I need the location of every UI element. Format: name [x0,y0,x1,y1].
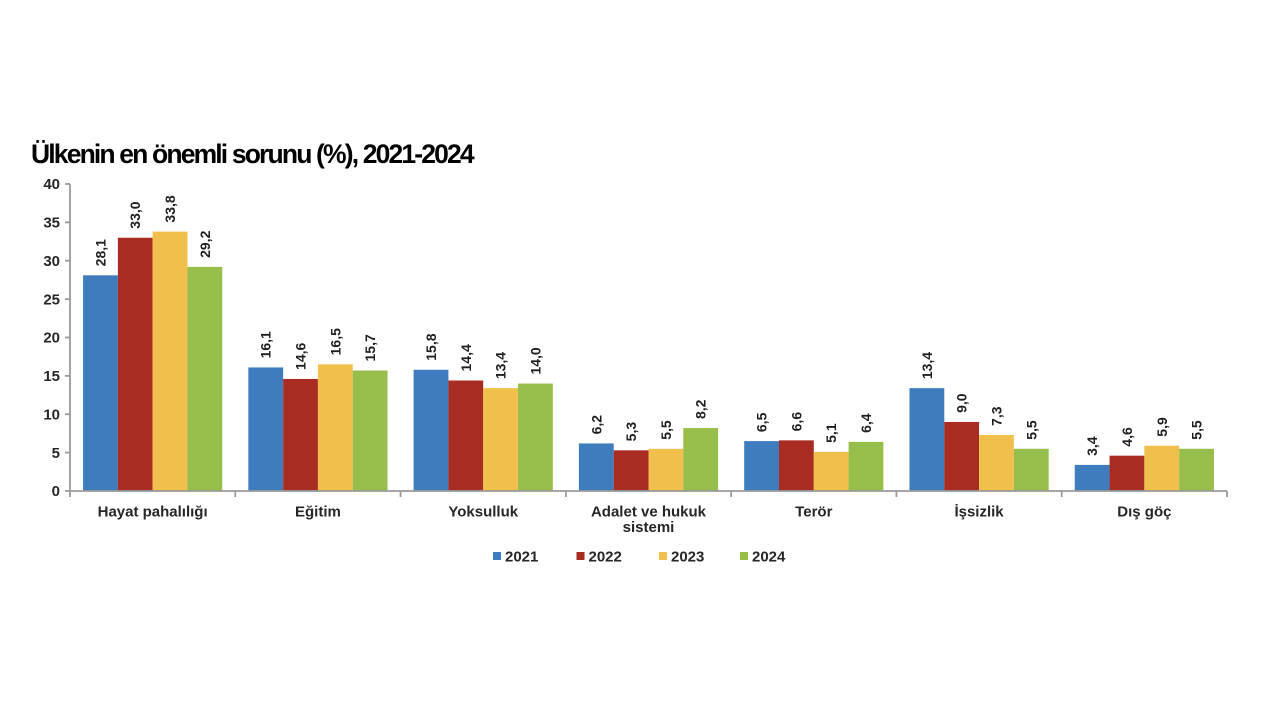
svg-text:5,1: 5,1 [823,423,839,443]
svg-text:3,4: 3,4 [1084,436,1100,456]
svg-text:15,7: 15,7 [362,334,378,361]
svg-text:İşsizlik: İşsizlik [954,504,1004,521]
svg-text:9,0: 9,0 [954,393,970,413]
svg-text:13,4: 13,4 [919,352,935,379]
svg-text:6,6: 6,6 [788,412,804,432]
svg-text:7,3: 7,3 [988,406,1004,426]
svg-text:5: 5 [52,445,60,462]
svg-text:4,6: 4,6 [1119,427,1135,447]
svg-text:25: 25 [43,291,60,308]
svg-text:15: 15 [43,368,60,385]
svg-text:20: 20 [43,330,60,347]
svg-text:2024: 2024 [752,549,786,566]
svg-text:6,5: 6,5 [754,412,770,432]
svg-text:5,5: 5,5 [1189,420,1205,440]
svg-text:2023: 2023 [671,549,704,566]
svg-text:14,4: 14,4 [458,344,474,371]
svg-text:8,2: 8,2 [693,399,709,419]
svg-text:16,1: 16,1 [258,331,274,358]
svg-text:Yoksulluk: Yoksulluk [448,504,518,521]
svg-text:30: 30 [43,253,60,270]
svg-text:5,3: 5,3 [623,422,639,442]
svg-text:Terör: Terör [795,504,832,521]
svg-text:0: 0 [52,483,60,500]
svg-text:5,5: 5,5 [658,420,674,440]
svg-text:6,2: 6,2 [588,415,604,435]
svg-text:sistemi: sistemi [623,519,675,536]
svg-text:Eğitim: Eğitim [295,504,341,521]
svg-text:35: 35 [43,215,60,232]
svg-text:Adalet ve hukuk: Adalet ve hukuk [591,504,707,521]
svg-text:15,8: 15,8 [423,333,439,360]
svg-text:13,4: 13,4 [493,352,509,379]
svg-text:6,4: 6,4 [858,413,874,433]
svg-text:40: 40 [43,176,60,193]
svg-text:16,5: 16,5 [327,328,343,355]
svg-text:2021: 2021 [505,549,538,566]
svg-text:10: 10 [43,406,60,423]
svg-text:28,1: 28,1 [92,239,108,266]
svg-text:Hayat pahalılığı: Hayat pahalılığı [98,504,208,521]
svg-text:5,9: 5,9 [1154,417,1170,437]
svg-text:33,8: 33,8 [162,195,178,222]
svg-text:14,0: 14,0 [527,347,543,374]
svg-text:Ülkenin en önemli sorunu (%),: Ülkenin en önemli sorunu (%), 2021-2024 [31,139,475,169]
svg-text:2022: 2022 [589,549,622,566]
svg-text:14,6: 14,6 [293,342,309,369]
svg-text:5,5: 5,5 [1023,420,1039,440]
svg-text:Dış göç: Dış göç [1117,504,1171,521]
svg-text:33,0: 33,0 [127,201,143,228]
svg-text:29,2: 29,2 [197,230,213,257]
